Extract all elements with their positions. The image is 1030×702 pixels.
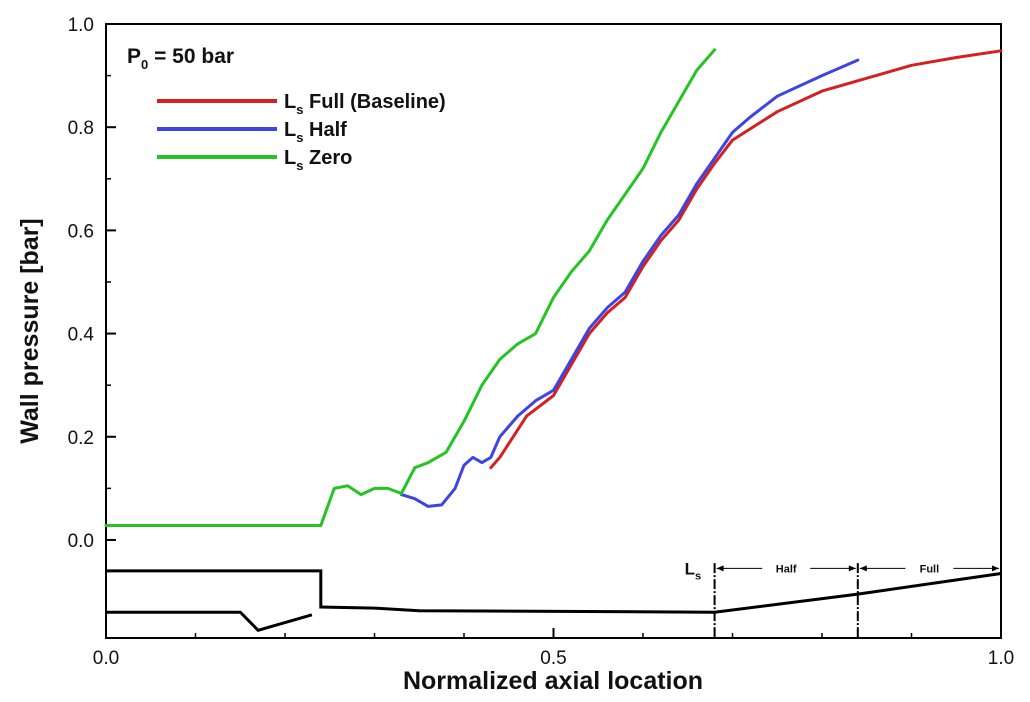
y-tick-label: 1.0 [68, 15, 94, 36]
data-series [104, 48, 1003, 527]
arrow-head-icon [992, 565, 999, 572]
legend-label-ls-full: Ls Full (Baseline) [284, 91, 446, 117]
plot-frame [105, 23, 1002, 639]
y-tick-label: 0.0 [68, 531, 94, 552]
series-ls-zero [104, 48, 717, 527]
legend-label-ls-zero: Ls Zero [284, 147, 352, 173]
geometry-profile: Half Full [106, 563, 1002, 638]
y-tick-label: 0.6 [68, 221, 94, 242]
x-tick-label: 1.0 [988, 648, 1014, 669]
axis-ticks: 0.0 0.5 1.0 0.0 0.2 0.4 0.6 0.8 1.0 [68, 15, 1015, 669]
plot-area: Half Full 0.0 0.5 1.0 0.0 0.2 0.4 0.6 0.8 1.0 [68, 15, 1015, 669]
ls-marker-label: Ls [685, 559, 702, 582]
y-tick-label: 0.2 [68, 428, 94, 449]
arrow-head-icon [848, 565, 856, 572]
x-axis-title: Normalized axial location [403, 667, 703, 695]
series-ls-half [399, 58, 860, 508]
x-tick-label: 0.5 [540, 648, 566, 669]
geometry-wall-lower [106, 610, 313, 632]
condition-label: P0 = 50 bar [127, 45, 234, 72]
arrow-head-icon [859, 565, 867, 572]
condition-text: P0 = 50 bar [127, 45, 234, 72]
y-tick-label: 0.4 [68, 325, 95, 346]
legend: Ls Full (Baseline) Ls Half Ls Zero [157, 91, 446, 173]
arrow-head-icon [716, 565, 724, 572]
series-ls-full [489, 49, 1003, 470]
y-tick-label: 0.8 [68, 118, 94, 139]
span-label: Half [776, 563, 797, 575]
geometry-wall-upper [106, 569, 1002, 614]
x-tick-label: 0.0 [93, 648, 119, 669]
span-label: Full [920, 563, 940, 575]
y-axis-title: Wall pressure [bar] [16, 218, 44, 444]
legend-label-ls-half: Ls Half [284, 119, 347, 145]
